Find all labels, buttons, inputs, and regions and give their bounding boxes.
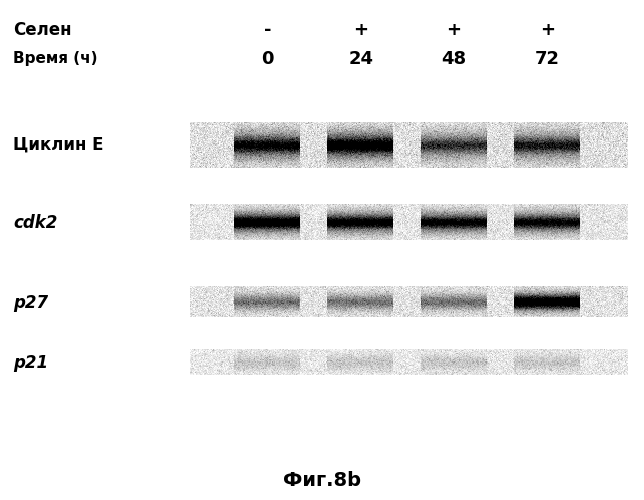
Text: -: -: [263, 21, 271, 39]
Text: 72: 72: [535, 50, 560, 68]
Text: 48: 48: [441, 50, 467, 68]
Text: Циклин E: Циклин E: [13, 136, 104, 154]
Text: Фиг.8b: Фиг.8b: [283, 470, 361, 490]
Text: +: +: [353, 21, 368, 39]
Text: 24: 24: [348, 50, 373, 68]
Text: cdk2: cdk2: [13, 214, 57, 232]
Text: +: +: [540, 21, 555, 39]
Text: 0: 0: [261, 50, 274, 68]
Text: Селен: Селен: [13, 21, 71, 39]
Text: p27: p27: [13, 294, 48, 312]
Text: Время (ч): Время (ч): [13, 52, 97, 66]
Text: +: +: [446, 21, 462, 39]
Text: p21: p21: [13, 354, 48, 372]
